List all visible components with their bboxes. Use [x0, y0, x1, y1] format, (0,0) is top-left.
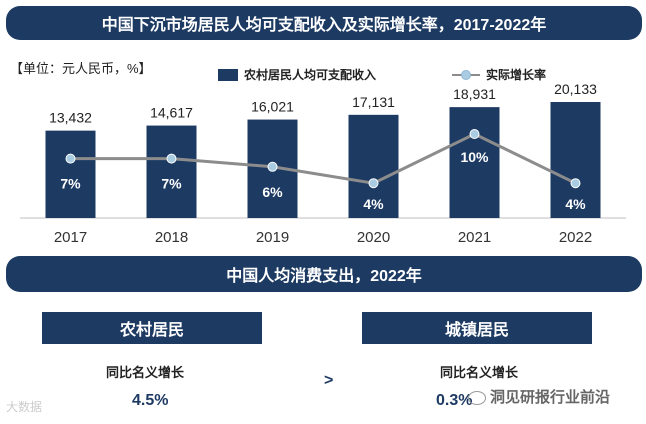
x-tick-label-2019: 2019	[256, 229, 289, 246]
bar-value-label-2017: 13,432	[49, 110, 92, 126]
growth-label-2020: 4%	[363, 196, 384, 212]
growth-label-2022: 4%	[565, 196, 586, 212]
growth-label-2017: 7%	[60, 176, 81, 192]
rural-subtitle: 同比名义增长	[106, 365, 185, 380]
growth-label-2019: 6%	[262, 184, 283, 200]
legend-line-swatch	[452, 69, 480, 81]
bar-2018	[146, 125, 197, 218]
rural-growth-value: 4.5%	[132, 392, 169, 409]
income-growth-chart: 13,432 2017 14,617 2018 16,021 2019 17,131 2020…	[20, 81, 626, 246]
growth-point-2022	[570, 178, 581, 189]
bar-2020	[348, 114, 399, 218]
unit-label: 【单位：元人民币，%】	[10, 61, 152, 76]
legend-line-item: 实际增长率	[452, 66, 546, 83]
urban-growth-value: 0.3%	[436, 392, 473, 409]
rural-residents-title: 农村居民	[42, 312, 262, 344]
growth-point-2020	[368, 178, 379, 189]
bar-2017	[45, 130, 96, 218]
watermark-left: 大数据	[6, 400, 43, 414]
legend-bar-label: 农村居民人均可支配收入	[244, 68, 377, 82]
x-tick-label-2022: 2022	[559, 229, 592, 246]
bar-value-label-2020: 17,131	[352, 94, 395, 110]
bar-value-label-2022: 20,133	[554, 81, 597, 97]
urban-residents-title: 城镇居民	[362, 312, 592, 344]
urban-subtitle: 同比名义增长	[440, 365, 519, 380]
section2-title: 中国人均消费支出，2022年	[6, 256, 642, 292]
x-tick-label-2018: 2018	[155, 229, 188, 246]
bar-value-label-2021: 18,931	[453, 86, 496, 102]
x-tick-label-2020: 2020	[357, 229, 390, 246]
growth-point-2017	[65, 153, 76, 164]
growth-point-2018	[166, 153, 177, 164]
chart-title: 中国下沉市场居民人均可支配收入及实际增长率，2017-2022年	[6, 6, 642, 40]
growth-rate-line	[70, 132, 577, 185]
bar-value-label-2018: 14,617	[150, 105, 193, 121]
x-tick-label-2021: 2021	[458, 229, 491, 246]
watermark-right: 洞见研报行业前沿	[468, 386, 610, 407]
bar-2021	[449, 107, 500, 218]
x-tick-label-2017: 2017	[54, 229, 87, 246]
growth-label-2018: 7%	[161, 176, 182, 192]
bar-2022	[550, 102, 601, 218]
watermark-right-text: 洞见研报行业前沿	[490, 389, 611, 406]
legend-bar-item: 农村居民人均可支配收入	[218, 66, 376, 83]
wechat-icon	[468, 391, 486, 406]
growth-point-2021	[469, 129, 480, 139]
legend-line-label: 实际增长率	[486, 68, 547, 82]
comparison-symbol: >	[324, 372, 334, 389]
bar-value-label-2019: 16,021	[251, 99, 294, 115]
growth-label-2021: 10%	[460, 149, 489, 165]
growth-point-2019	[267, 161, 278, 172]
legend-bar-swatch	[218, 68, 238, 81]
